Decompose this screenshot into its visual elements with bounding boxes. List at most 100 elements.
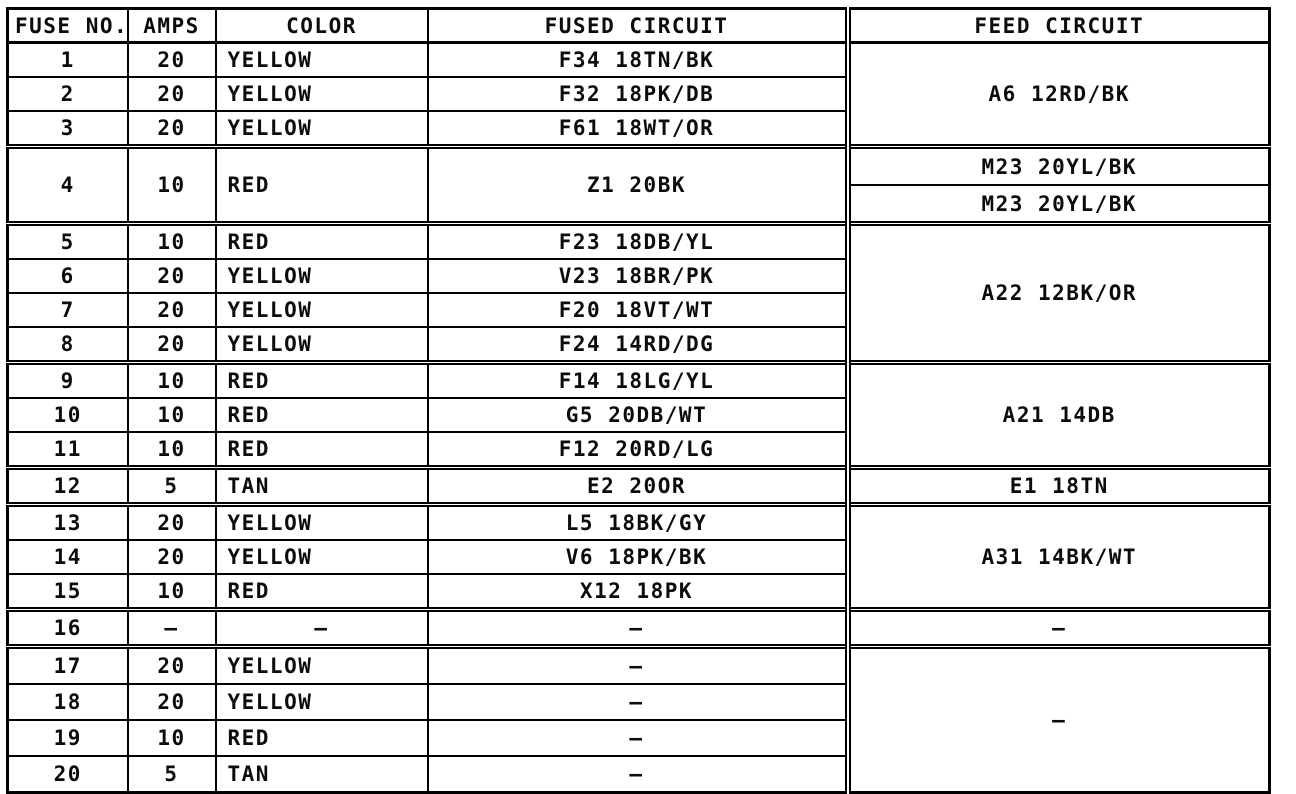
amps-cell: 20	[126, 292, 217, 328]
table-row: 2 20 YELLOW F32 18PK/DB	[6, 76, 1270, 112]
fuse-no-cell: 19	[6, 719, 129, 757]
fuse-no-cell: 13	[6, 502, 129, 541]
amps-cell: 10	[126, 144, 217, 225]
fuse-no-cell: 3	[6, 110, 129, 148]
fuse-no-cell: 8	[6, 326, 129, 364]
color-cell: YELLOW	[214, 683, 429, 721]
amps-cell: 20	[126, 683, 217, 721]
fused-circuit-cell: –	[426, 683, 849, 721]
fused-circuit-cell: F20 18VT/WT	[426, 292, 849, 328]
fused-circuit-cell: V23 18BR/PK	[426, 258, 849, 294]
color-cell: YELLOW	[214, 644, 429, 685]
color-cell: RED	[214, 573, 429, 611]
amps-cell: 10	[126, 397, 217, 433]
feed-circuit-cell: A31 14BK/WT	[844, 502, 1271, 611]
feed-circuit-cell: A21 14DB	[844, 360, 1271, 469]
amps-cell: 10	[126, 431, 217, 469]
feed-circuit-cell: –	[844, 607, 1271, 648]
col-header-fuse-no: FUSE NO.	[6, 7, 129, 44]
fused-circuit-cell: F14 18LG/YL	[426, 360, 849, 399]
amps-cell: 10	[126, 221, 217, 260]
table-row: 5 10 RED F23 18DB/YL A22 12BK/OR	[6, 221, 1271, 364]
scanned-manual-page: FUSE NO. AMPS COLOR FUSED CIRCUIT FEED C…	[6, 7, 1271, 794]
color-cell: YELLOW	[214, 41, 429, 78]
color-cell: YELLOW	[214, 539, 429, 575]
color-cell: YELLOW	[214, 110, 429, 148]
feed-circuit-cell: A6 12RD/BK	[844, 41, 1271, 148]
amps-cell: 20	[126, 502, 217, 541]
table-row: 10 10 RED G5 20DB/WT	[6, 397, 1270, 433]
fuse-no-cell: 14	[6, 539, 129, 575]
feed-circuit-cell: M23 20YL/BK	[844, 144, 1271, 186]
fuse-panel-table: FUSE NO. AMPS COLOR FUSED CIRCUIT FEED C…	[6, 7, 1271, 794]
fused-circuit-cell: –	[426, 644, 849, 685]
amps-cell: 20	[126, 539, 217, 575]
fuse-no-cell: 10	[6, 397, 129, 433]
fuse-no-cell: 6	[6, 258, 129, 294]
fused-circuit-cell: F12 20RD/LG	[426, 431, 849, 469]
table-row: 8 20 YELLOW F24 14RD/DG	[6, 326, 1270, 364]
amps-cell: 5	[126, 755, 217, 794]
table-row: 1 20 YELLOW F34 18TN/BK A6 12RD/BK	[6, 41, 1271, 148]
col-header-amps: AMPS	[126, 7, 217, 44]
table-row: 4 10 RED Z1 20BK M23 20YL/BK	[6, 144, 1271, 225]
amps-cell: 10	[126, 360, 217, 399]
amps-cell: 20	[126, 41, 217, 78]
fuse-no-cell: 7	[6, 292, 129, 328]
color-cell: YELLOW	[214, 326, 429, 364]
fused-circuit-cell: V6 18PK/BK	[426, 539, 849, 575]
fused-circuit-cell: G5 20DB/WT	[426, 397, 849, 433]
table-row: 16 – – – –	[6, 607, 1271, 648]
amps-cell: 20	[126, 76, 217, 112]
color-cell: RED	[214, 719, 429, 757]
fused-circuit-cell: F24 14RD/DG	[426, 326, 849, 364]
fused-circuit-cell: F32 18PK/DB	[426, 76, 849, 112]
fuse-no-cell: 2	[6, 76, 129, 112]
table-row: M23 20YL/BK	[8, 184, 1271, 225]
fuse-no-cell: 5	[6, 221, 129, 260]
color-cell: RED	[214, 221, 429, 260]
fuse-no-cell: 9	[6, 360, 129, 399]
fuse-no-cell: 15	[6, 573, 129, 611]
table-row: 17 20 YELLOW – –	[6, 644, 1271, 794]
fuse-no-cell: 1	[6, 41, 129, 78]
amps-cell: 20	[126, 258, 217, 294]
fused-circuit-cell: L5 18BK/GY	[426, 502, 849, 541]
amps-cell: –	[126, 607, 217, 648]
col-header-fused-circuit: FUSED CIRCUIT	[426, 7, 849, 44]
table-header-row: FUSE NO. AMPS COLOR FUSED CIRCUIT FEED C…	[6, 7, 1271, 44]
col-header-feed-circuit: FEED CIRCUIT	[844, 7, 1271, 44]
table-row: 13 20 YELLOW L5 18BK/GY A31 14BK/WT	[6, 502, 1271, 611]
color-cell: YELLOW	[214, 258, 429, 294]
color-cell: TAN	[214, 755, 429, 794]
fuse-no-cell: 11	[6, 431, 129, 469]
fused-circuit-cell: F23 18DB/YL	[426, 221, 849, 260]
color-cell: YELLOW	[214, 502, 429, 541]
color-cell: YELLOW	[214, 76, 429, 112]
amps-cell: 20	[126, 110, 217, 148]
table-row: 18 20 YELLOW –	[6, 683, 1270, 721]
fuse-no-cell: 16	[6, 607, 129, 648]
color-cell: RED	[214, 397, 429, 433]
table-row: 14 20 YELLOW V6 18PK/BK	[6, 539, 1270, 575]
color-cell: RED	[214, 431, 429, 469]
color-cell: –	[214, 607, 429, 648]
table-row: 12 5 TAN E2 20OR E1 18TN	[6, 465, 1271, 506]
table-row: 7 20 YELLOW F20 18VT/WT	[6, 292, 1270, 328]
color-cell: RED	[214, 360, 429, 399]
feed-circuit-cell: E1 18TN	[844, 465, 1271, 506]
feed-circuit-cell: A22 12BK/OR	[844, 221, 1271, 364]
feed-circuit-cell: –	[844, 644, 1271, 794]
table-row: 3 20 YELLOW F61 18WT/OR	[6, 110, 1270, 148]
table-row: 15 10 RED X12 18PK	[6, 573, 1270, 611]
color-cell: TAN	[214, 465, 429, 506]
amps-cell: 20	[126, 326, 217, 364]
color-cell: RED	[214, 144, 429, 225]
amps-cell: 10	[126, 573, 217, 611]
feed-circuit-cell: M23 20YL/BK	[844, 184, 1271, 225]
amps-cell: 10	[126, 719, 217, 757]
fuse-no-cell: 20	[6, 755, 129, 794]
fuse-no-cell: 18	[6, 683, 129, 721]
table-row: 6 20 YELLOW V23 18BR/PK	[6, 258, 1270, 294]
fused-circuit-cell: –	[426, 755, 849, 794]
